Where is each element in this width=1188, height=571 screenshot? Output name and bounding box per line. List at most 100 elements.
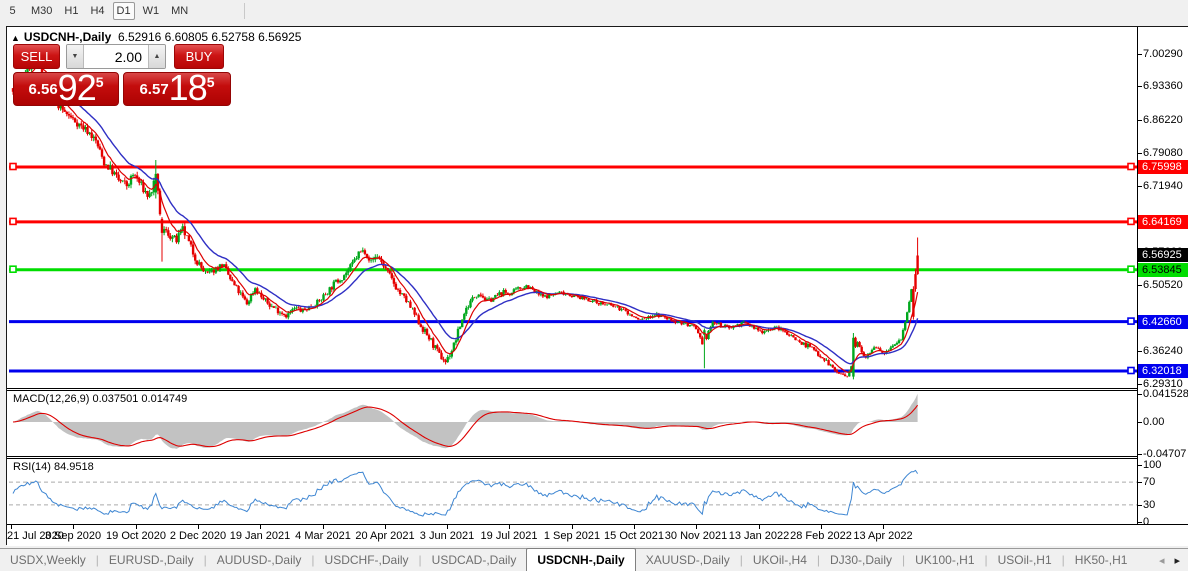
rsi-axis-label: 100 xyxy=(1137,459,1162,471)
symbol-tab-bar: USDX,Weekly | EURUSD-,Daily | AUDUSD-,Da… xyxy=(0,548,1188,571)
rsi-panel-top-border xyxy=(7,458,1137,459)
timeframe-toolbar: 5 M30 H1 H4 D1 W1 MN xyxy=(0,0,1188,21)
timeframe-h4-button[interactable]: H4 xyxy=(90,4,105,17)
tab-uk100-h1[interactable]: UK100-,H1 xyxy=(915,553,975,567)
timeframe-m30-button[interactable]: M30 xyxy=(31,4,53,17)
chart-symbol-title: USDCNH-,Daily xyxy=(23,30,112,44)
chart-ohlc-values: 6.52916 6.60805 6.52758 6.56925 xyxy=(117,30,302,44)
date-tick xyxy=(509,525,510,529)
level-line-handle[interactable] xyxy=(1127,317,1135,325)
level-price-badge: 6.53845 xyxy=(1138,263,1188,277)
price-axis-label: 6.71940 xyxy=(1138,180,1183,192)
date-axis-label: 28 Feb 2022 xyxy=(790,530,852,542)
price-axis-label: 6.50520 xyxy=(1138,279,1183,291)
date-axis-label: 20 Apr 2021 xyxy=(355,530,415,542)
main-panel-border xyxy=(7,388,1137,389)
sell-price-display[interactable]: 6.56 92 5 xyxy=(13,67,119,108)
chart-header: ▲ USDCNH-,Daily 6.52916 6.60805 6.52758 6… xyxy=(11,30,301,44)
tab-xauusd-daily[interactable]: XAUUSD-,Daily xyxy=(645,553,730,567)
level-price-badge: 6.64169 xyxy=(1138,215,1188,229)
date-tick xyxy=(11,525,12,529)
tab-scroll-right-icon[interactable]: ▸ xyxy=(1174,555,1180,567)
volume-increase-button[interactable]: ▲ xyxy=(149,45,165,68)
tab-usdx-weekly[interactable]: USDX,Weekly xyxy=(10,553,86,567)
date-tick xyxy=(323,525,324,529)
collapse-panel-icon[interactable]: ▲ xyxy=(11,33,20,43)
tab-eurusd-daily[interactable]: EURUSD-,Daily xyxy=(108,553,194,567)
date-axis-label: 13 Apr 2022 xyxy=(853,530,913,542)
level-line-handle[interactable] xyxy=(1127,366,1135,375)
date-axis-label: 13 Jan 2022 xyxy=(728,530,790,542)
sell-price-pips: 92 xyxy=(57,67,97,108)
tab-separator: | xyxy=(902,553,906,567)
date-axis-label: 15 Oct 2021 xyxy=(604,530,664,542)
tab-scroll-left-icon[interactable]: ◂ xyxy=(1158,555,1165,567)
sell-price-base: 6.56 xyxy=(28,81,58,98)
date-axis[interactable]: 21 Jul 2020 3 Sep 2020 19 Oct 2020 2 Dec 20… xyxy=(7,524,1188,546)
toolbar-separator xyxy=(244,2,246,19)
date-tick xyxy=(136,525,137,529)
price-axis-label: 6.93360 xyxy=(1138,80,1183,92)
price-axis-label: 6.36240 xyxy=(1138,345,1183,357)
buy-price-point: 5 xyxy=(206,74,215,90)
volume-decrease-button[interactable]: ▼ xyxy=(67,45,83,68)
timeframe-h1-button[interactable]: H1 xyxy=(64,4,79,17)
buy-button[interactable]: BUY xyxy=(174,44,224,69)
tab-separator: | xyxy=(311,553,315,567)
tab-separator: | xyxy=(984,553,988,567)
tab-usdcad-daily[interactable]: USDCAD-,Daily xyxy=(431,553,517,567)
chart-window[interactable]: ▲ USDCNH-,Daily 6.52916 6.60805 6.52758 6… xyxy=(6,26,1188,546)
date-axis-label: 19 Jul 2021 xyxy=(480,530,538,542)
tab-usoil-h1[interactable]: USOil-,H1 xyxy=(997,553,1052,567)
date-axis-label: 4 Mar 2021 xyxy=(295,530,351,542)
level-price-badge: 6.32018 xyxy=(1138,364,1188,378)
volume-input[interactable] xyxy=(83,45,149,68)
tab-separator: | xyxy=(418,553,422,567)
tab-ukoil-h4[interactable]: UKOil-,H4 xyxy=(752,553,807,567)
tab-audusd-daily[interactable]: AUDUSD-,Daily xyxy=(216,553,302,567)
date-tick xyxy=(696,525,697,529)
date-axis-label: 19 Jan 2021 xyxy=(229,530,291,542)
tab-hk50-h1[interactable]: HK50-,H1 xyxy=(1074,553,1128,567)
level-line-handle[interactable] xyxy=(9,265,17,273)
timeframe-m5-button[interactable]: 5 xyxy=(9,4,16,17)
price-axis-label: 6.86220 xyxy=(1138,114,1183,126)
current-price-badge: 6.56925 xyxy=(1138,248,1188,262)
tab-separator: | xyxy=(816,553,820,567)
date-tick xyxy=(759,525,760,529)
level-line-handle[interactable] xyxy=(1127,217,1135,226)
fast-moving-average-line xyxy=(20,65,919,373)
tab-dj30-daily[interactable]: DJ30-,Daily xyxy=(830,553,893,567)
date-tick xyxy=(821,525,822,529)
sell-price-point: 5 xyxy=(95,74,104,90)
level-line-handle[interactable] xyxy=(1127,265,1135,273)
macd-indicator-label: MACD(12,26,9) 0.037501 0.014749 xyxy=(13,393,188,405)
tab-usdchf-daily[interactable]: USDCHF-,Daily xyxy=(324,553,409,567)
rsi-axis-label: 0 xyxy=(1137,516,1150,528)
date-tick xyxy=(572,525,573,529)
date-axis-label: 3 Jun 2021 xyxy=(419,530,475,542)
level-line-handle[interactable] xyxy=(1127,162,1135,171)
timeframe-w1-button[interactable]: W1 xyxy=(142,4,160,17)
tab-usdcnh-daily[interactable]: USDCNH-,Daily xyxy=(526,548,636,571)
macd-axis-label: -0.04707 xyxy=(1137,448,1187,460)
rsi-axis-label: 30 xyxy=(1137,499,1156,511)
sell-button[interactable]: SELL xyxy=(13,44,60,69)
timeframe-d1-button[interactable]: D1 xyxy=(112,1,135,20)
price-axis-label: 6.79080 xyxy=(1138,147,1183,159)
macd-panel-top-border xyxy=(7,390,1137,391)
rsi-axis-label: 70 xyxy=(1137,476,1156,488)
buy-price-display[interactable]: 6.57 18 5 xyxy=(123,70,231,106)
level-line-handle[interactable] xyxy=(9,162,17,171)
timeframe-mn-button[interactable]: MN xyxy=(171,4,189,17)
level-line-handle[interactable] xyxy=(9,217,17,226)
macd-axis-label: 0.041528 xyxy=(1138,388,1188,400)
tab-separator: | xyxy=(95,553,99,567)
rsi-indicator-label: RSI(14) 84.9518 xyxy=(13,461,94,473)
date-tick xyxy=(883,525,884,529)
macd-histogram-area xyxy=(13,393,918,449)
rsi-line xyxy=(12,469,919,517)
date-axis-label: 30 Nov 2021 xyxy=(664,530,728,542)
one-click-trading-panel: SELL ▼ ▲ BUY 6.56 92 5 6.57 18 5 xyxy=(13,44,231,106)
